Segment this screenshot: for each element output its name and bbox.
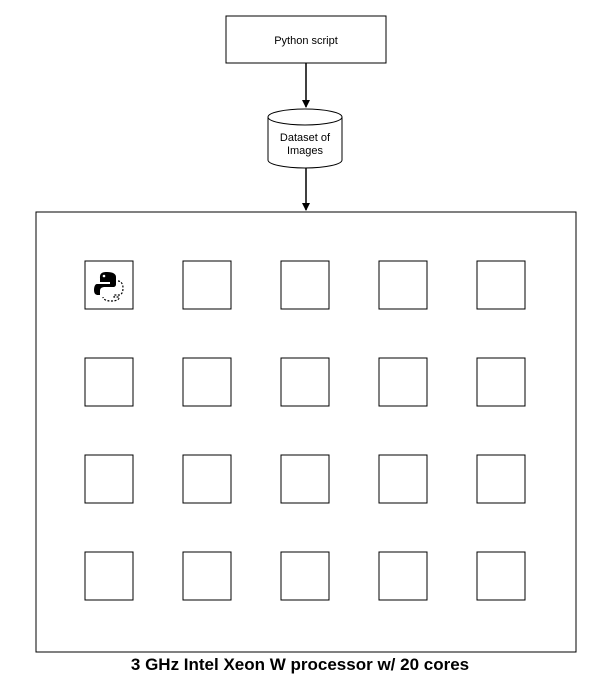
cpu-core-20 (476, 551, 526, 601)
core-grid (84, 260, 526, 601)
cpu-core-5 (476, 260, 526, 310)
cpu-core-4 (378, 260, 428, 310)
cpu-core-16 (84, 551, 134, 601)
cpu-core-17 (182, 551, 232, 601)
cpu-core-2 (182, 260, 232, 310)
cpu-core-9 (378, 357, 428, 407)
cpu-core-14 (378, 454, 428, 504)
python-script-label: Python script (274, 35, 338, 47)
cpu-core-19 (378, 551, 428, 601)
cpu-core-15 (476, 454, 526, 504)
cpu-core-6 (84, 357, 134, 407)
dataset-label-line1: Dataset of (280, 132, 331, 144)
cpu-core-8 (280, 357, 330, 407)
cpu-core-10 (476, 357, 526, 407)
python-script-node: Python script (225, 15, 387, 64)
cpu-core-11 (84, 454, 134, 504)
cpu-core-18 (280, 551, 330, 601)
cpu-core-7 (182, 357, 232, 407)
dataset-node: Dataset of Images (267, 108, 343, 169)
processor-caption: 3 GHz Intel Xeon W processor w/ 20 cores (130, 655, 470, 674)
cpu-core-3 (280, 260, 330, 310)
cpu-core-13 (280, 454, 330, 504)
cpu-core-12 (182, 454, 232, 504)
python-logo-icon (94, 272, 124, 302)
dataset-label-line2: Images (287, 145, 324, 157)
